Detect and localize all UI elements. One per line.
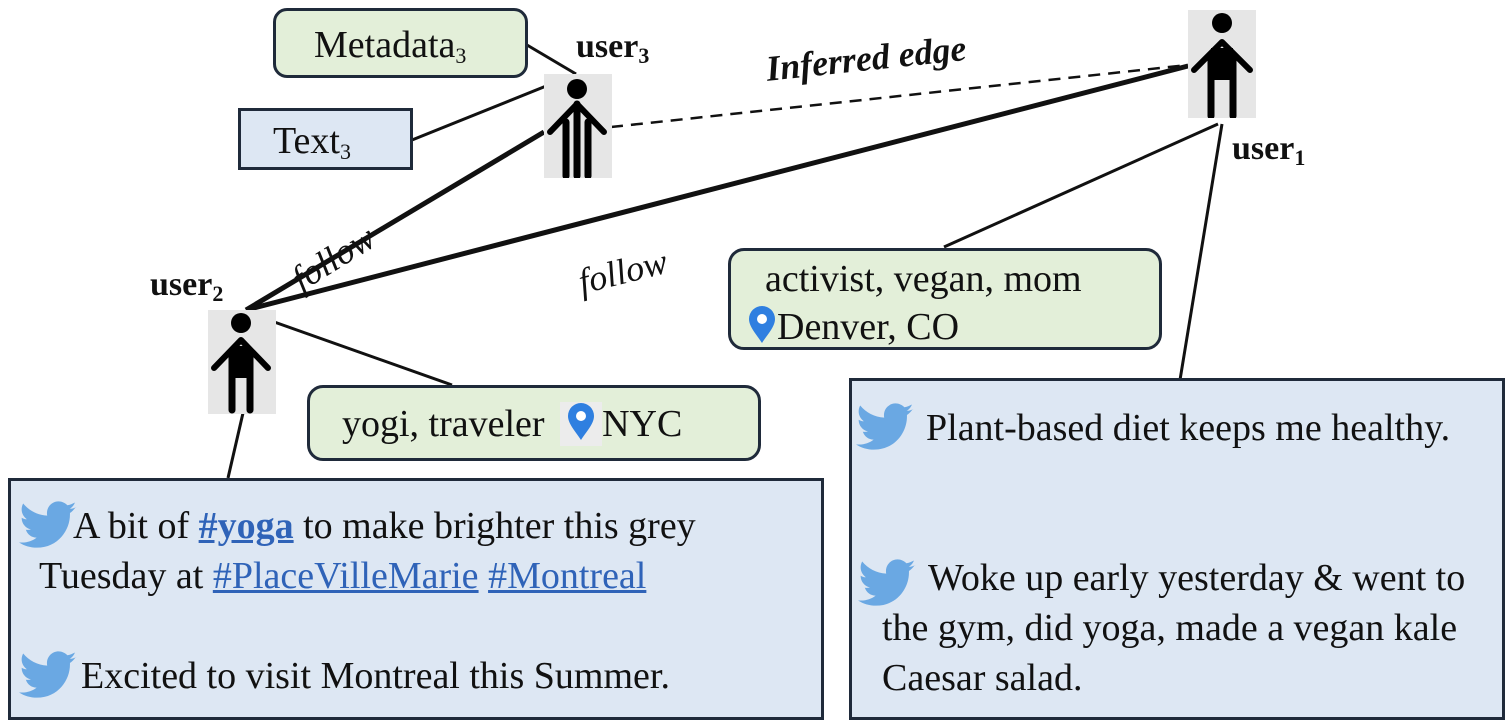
twitter-bird-icon xyxy=(19,651,77,698)
user1-person-icon xyxy=(1188,10,1256,120)
user2-tweet-1: A bit of #yoga to make brighter this gre… xyxy=(39,505,696,597)
text3-box: Text3 xyxy=(238,108,413,170)
user3-label: user3 xyxy=(576,28,650,68)
user2-bio: yogi, traveler xyxy=(342,403,545,445)
user1-location: Denver, CO xyxy=(747,305,959,349)
user1-tweets-box: Plant-based diet keeps me healthy. Woke … xyxy=(849,378,1505,720)
edge-user1-tweets xyxy=(1178,123,1224,381)
user1-tweet-2: Woke up early yesterday & went to the gy… xyxy=(882,557,1466,699)
user2-location: NYC xyxy=(602,403,683,445)
metadata3-box: Metadata3 xyxy=(273,8,528,78)
user3-person-icon xyxy=(544,74,612,180)
user2-person-icon xyxy=(208,310,276,414)
edge-user1-profile xyxy=(943,122,1219,249)
user1-bio: activist, vegan, mom xyxy=(765,258,1082,300)
edge-inferred xyxy=(610,63,1189,129)
twitter-bird-icon xyxy=(856,403,914,450)
twitter-bird-icon xyxy=(858,559,916,606)
user1-profile-box: activist, vegan, mom Denver, CO xyxy=(728,248,1162,350)
user1-label: user1 xyxy=(1232,130,1306,170)
user2-profile-line: yogi, traveler NYC xyxy=(342,402,682,446)
edge-user2-tweets xyxy=(226,412,245,479)
edge-user2-profile xyxy=(245,310,453,387)
user1-tweet-1: Plant-based diet keeps me healthy. xyxy=(926,407,1451,449)
location-pin-icon xyxy=(749,306,775,343)
twitter-bird-icon xyxy=(19,501,77,548)
user2-tweet-2: Excited to visit Montreal this Summer. xyxy=(81,655,670,697)
edge-follow-user2-user3 xyxy=(244,129,546,313)
user2-label: user2 xyxy=(150,266,224,306)
user2-profile-box: yogi, traveler NYC xyxy=(307,385,761,461)
edge-follow-user2-user1 xyxy=(245,63,1189,313)
user2-tweets-box: A bit of #yoga to make brighter this gre… xyxy=(8,478,824,720)
hashtag-placevillemarie[interactable]: #PlaceVilleMarie xyxy=(212,555,479,597)
hashtag-yoga[interactable]: #yoga xyxy=(198,505,294,547)
location-pin-icon xyxy=(568,403,595,440)
edge-metadata3-user3 xyxy=(526,43,577,76)
hashtag-montreal[interactable]: #Montreal xyxy=(488,555,647,597)
